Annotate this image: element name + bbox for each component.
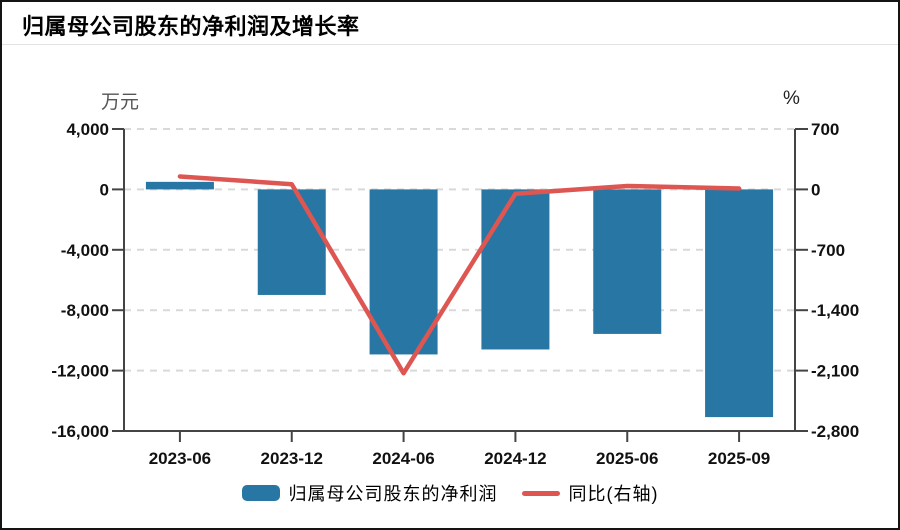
- yoy-line: [177, 174, 742, 376]
- left-axis-tick-label: -12,000: [51, 362, 109, 381]
- legend-item-yoy: 同比(右轴): [521, 480, 659, 506]
- right-axis-tick-label: 700: [811, 120, 839, 139]
- right-axis-tick-label: -2,800: [811, 422, 859, 441]
- left-axis-unit-label: 万元: [101, 92, 140, 113]
- title-divider: [2, 44, 898, 45]
- bar-legend-swatch: [241, 485, 280, 501]
- bar: [257, 189, 326, 295]
- left-axis-tick-label: -4,000: [61, 241, 109, 260]
- right-axis-tick-label: 0: [811, 180, 820, 199]
- x-axis-tick-label: 2025-06: [596, 449, 658, 468]
- right-axis-tick-label: -1,400: [811, 301, 859, 320]
- left-axis-tick-label: 0: [100, 180, 109, 199]
- bar: [481, 189, 550, 350]
- right-axis-unit-label: %: [783, 88, 800, 109]
- line-legend-label: 同比(右轴): [568, 484, 659, 504]
- bar: [593, 189, 662, 334]
- chart-title: 归属母公司股东的净利润及增长率: [22, 14, 360, 39]
- x-axis-tick-label: 2024-06: [372, 449, 434, 468]
- bar: [369, 189, 438, 355]
- legend-item-net-profit: 归属母公司股东的净利润: [241, 480, 498, 506]
- left-axis-tick-label: 4,000: [66, 120, 109, 139]
- line-legend-swatch: [521, 490, 560, 496]
- right-axis-tick-label: -700: [811, 241, 845, 260]
- left-axis-tick-label: -8,000: [61, 301, 109, 320]
- x-axis-tick-label: 2025-09: [708, 449, 770, 468]
- left-axis-tick-label: -16,000: [51, 422, 109, 441]
- bar: [145, 181, 214, 190]
- bar-legend-label: 归属母公司股东的净利润: [288, 484, 498, 504]
- x-axis-tick-label: 2023-12: [261, 449, 323, 468]
- x-axis-tick-label: 2024-12: [484, 449, 546, 468]
- legend: 归属母公司股东的净利润 同比(右轴): [2, 480, 898, 506]
- bar: [705, 189, 774, 418]
- x-axis-tick-label: 2023-06: [149, 449, 211, 468]
- right-axis-tick-label: -2,100: [811, 362, 859, 381]
